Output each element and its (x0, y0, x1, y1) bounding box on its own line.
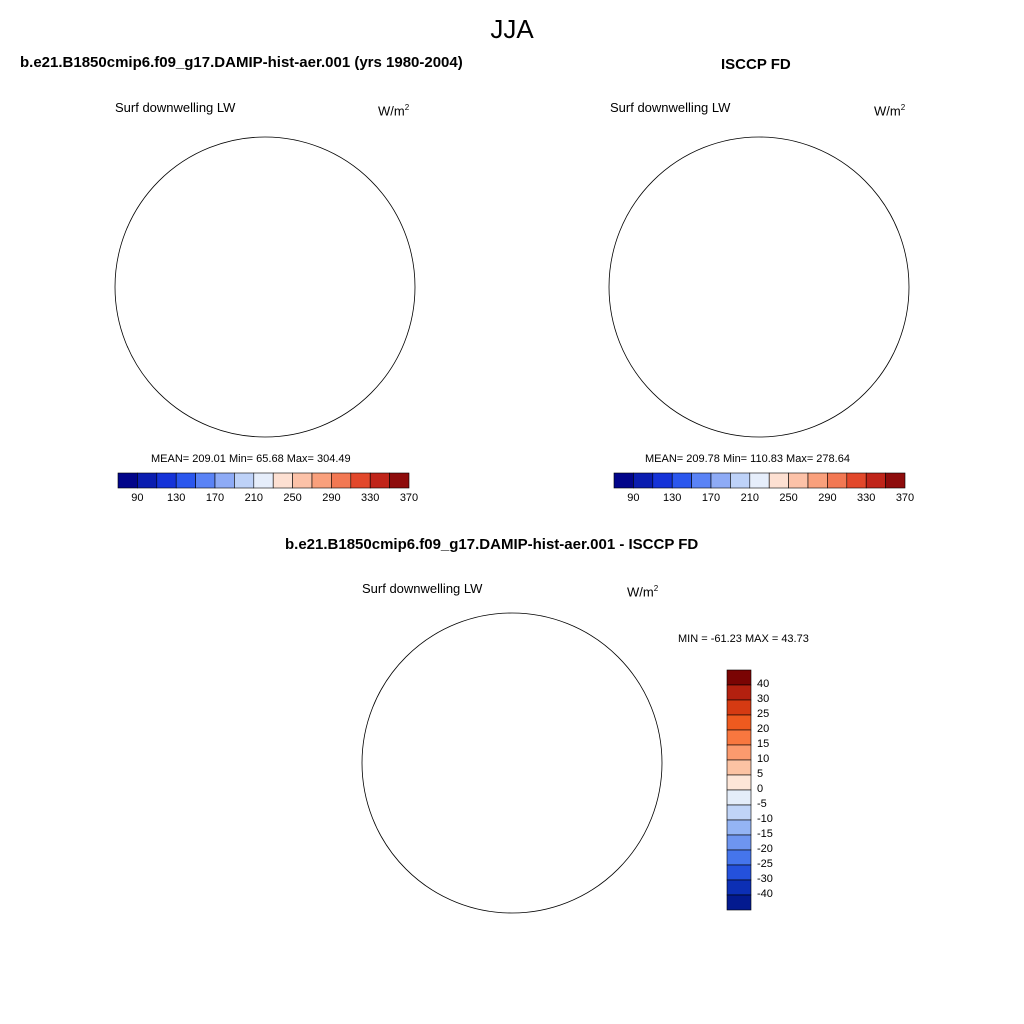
colorbar-box (726, 684, 752, 701)
colorbar-tick-label: -5 (757, 798, 767, 810)
colorbar-tick-label: 130 (167, 492, 186, 504)
diff-colorbar (726, 669, 752, 911)
colorbar-box (710, 472, 731, 489)
colorbar-box (311, 472, 332, 489)
colorbar-box (272, 472, 293, 489)
colorbar-tick-label: -30 (757, 873, 773, 885)
model-colorbar (117, 472, 410, 489)
colorbar-box (726, 729, 752, 746)
colorbar-box (214, 472, 235, 489)
colorbar-tick-label: 30 (757, 693, 770, 705)
colorbar-box (175, 472, 196, 489)
colorbar-box (117, 472, 138, 489)
colorbar-box (846, 472, 867, 489)
colorbar-box (726, 699, 752, 716)
colorbar-box (726, 894, 752, 911)
colorbar-tick-label: 10 (757, 753, 770, 765)
colorbar-tick-label: 25 (757, 708, 770, 720)
colorbar-box (137, 472, 158, 489)
colorbar-box (671, 472, 692, 489)
colorbar-box (726, 864, 752, 881)
colorbar-tick-label: 170 (701, 492, 721, 504)
colorbar-box (331, 472, 352, 489)
model-panel-title: b.e21.B1850cmip6.f09_g17.DAMIP-hist-aer.… (20, 54, 463, 71)
model-map (114, 136, 416, 438)
colorbar-tick-label: 90 (131, 492, 144, 504)
colorbar-tick-label: 330 (361, 492, 380, 504)
colorbar-tick-label: 250 (283, 492, 302, 504)
colorbar-box (350, 472, 371, 489)
colorbar-box (726, 669, 752, 686)
colorbar-box (726, 879, 752, 896)
colorbar-tick-label: 290 (818, 492, 837, 504)
diff-units: W/m2 (627, 584, 659, 600)
colorbar-tick-label: -40 (757, 888, 773, 900)
colorbar-box (749, 472, 770, 489)
colorbar-box (253, 472, 274, 489)
colorbar-box (885, 472, 906, 489)
colorbar-box (726, 819, 752, 836)
colorbar-box (865, 472, 886, 489)
main-title: JJA (490, 14, 534, 44)
obs-variable-label: Surf downwelling LW (610, 100, 731, 115)
colorbar-box (369, 472, 390, 489)
colorbar-tick-label: 0 (757, 783, 764, 795)
colorbar-box (726, 849, 752, 866)
colorbar-tick-label: 210 (740, 492, 759, 504)
colorbar-box (292, 472, 313, 489)
colorbar-tick-label: 5 (757, 768, 764, 780)
obs-map (608, 136, 910, 438)
colorbar-tick-label: -10 (757, 813, 773, 825)
colorbar-box (613, 472, 634, 489)
colorbar-tick-label: 20 (757, 723, 770, 735)
colorbar-box (726, 834, 752, 851)
diff-stats: MIN = -61.23 MAX = 43.73 (678, 633, 809, 645)
colorbar-box (652, 472, 673, 489)
diff-map (361, 612, 663, 914)
diff-variable-label: Surf downwelling LW (362, 581, 483, 596)
colorbar-box (726, 774, 752, 791)
colorbar-box (633, 472, 654, 489)
colorbar-tick-label: 290 (322, 492, 341, 504)
colorbar-tick-label: 250 (779, 492, 798, 504)
colorbar-tick-label: 90 (627, 492, 640, 504)
obs-colorbar (613, 472, 906, 489)
colorbar-box (768, 472, 789, 489)
model-stats: MEAN= 209.01 Min= 65.68 Max= 304.49 (151, 453, 351, 465)
model-variable-label: Surf downwelling LW (115, 100, 236, 115)
colorbar-box (730, 472, 751, 489)
colorbar-tick-label: 370 (399, 492, 419, 504)
colorbar-tick-label: -20 (757, 843, 773, 855)
colorbar-tick-label: 370 (895, 492, 915, 504)
colorbar-tick-label: 130 (663, 492, 682, 504)
colorbar-tick-label: 15 (757, 738, 770, 750)
colorbar-box (691, 472, 712, 489)
colorbar-box (726, 759, 752, 776)
obs-units: W/m2 (874, 103, 906, 119)
colorbar-box (807, 472, 828, 489)
colorbar-box (195, 472, 216, 489)
diff-panel-title: b.e21.B1850cmip6.f09_g17.DAMIP-hist-aer.… (285, 536, 699, 553)
colorbar-box (726, 714, 752, 731)
colorbar-tick-label: -25 (757, 858, 773, 870)
colorbar-tick-label: 210 (244, 492, 263, 504)
colorbar-tick-label: 170 (205, 492, 225, 504)
colorbar-box (389, 472, 410, 489)
colorbar-box (156, 472, 177, 489)
colorbar-box (234, 472, 255, 489)
colorbar-box (726, 744, 752, 761)
obs-stats: MEAN= 209.78 Min= 110.83 Max= 278.64 (645, 453, 850, 465)
colorbar-box (788, 472, 809, 489)
colorbar-box (726, 789, 752, 806)
colorbar-box (726, 804, 752, 821)
colorbar-box (827, 472, 848, 489)
colorbar-tick-label: 40 (757, 678, 770, 690)
obs-panel-title: ISCCP FD (721, 56, 791, 73)
colorbar-tick-label: 330 (857, 492, 876, 504)
colorbar-tick-label: -15 (757, 828, 773, 840)
model-units: W/m2 (378, 103, 410, 119)
